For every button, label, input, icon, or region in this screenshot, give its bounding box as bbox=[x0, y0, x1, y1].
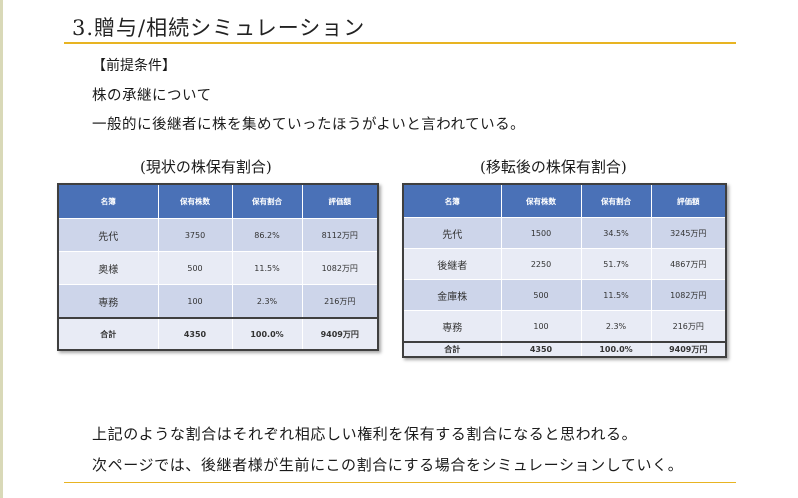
cell-shares: 500 bbox=[500, 279, 582, 311]
cell-ratio: 11.5% bbox=[231, 251, 303, 285]
after-table-caption: (移転後の株保有割合) bbox=[480, 158, 627, 176]
footer-rule bbox=[64, 482, 736, 483]
header-shares: 保有株数 bbox=[157, 183, 233, 219]
total-ratio: 100.0% bbox=[580, 341, 652, 358]
cell-valuation: 216万円 bbox=[650, 310, 727, 343]
cell-name: 先代 bbox=[57, 218, 159, 252]
cell-ratio: 34.5% bbox=[580, 217, 652, 249]
cell-ratio: 2.3% bbox=[580, 310, 652, 343]
cell-valuation: 1082万円 bbox=[650, 279, 727, 311]
cell-ratio: 51.7% bbox=[580, 248, 652, 280]
cell-valuation: 1082万円 bbox=[301, 251, 379, 285]
table-row: 先代 3750 86.2% 8112万円 bbox=[57, 218, 379, 252]
table-row: 先代 1500 34.5% 3245万円 bbox=[402, 217, 727, 249]
cell-ratio: 11.5% bbox=[580, 279, 652, 311]
intro-line-1: 株の承継について bbox=[92, 88, 212, 104]
summary-line-1: 上記のような割合はそれぞれ相応しい権利を保有する割合になると思われる。 bbox=[92, 425, 638, 443]
current-shareholding-table: 名簿 保有株数 保有割合 評価額 先代 3750 86.2% 8112万円 奥様… bbox=[57, 183, 379, 351]
cell-ratio: 86.2% bbox=[231, 218, 303, 252]
total-shares: 4350 bbox=[500, 341, 582, 358]
cell-shares: 3750 bbox=[157, 218, 233, 252]
after-transfer-shareholding-table: 名簿 保有株数 保有割合 評価額 先代 1500 34.5% 3245万円 後継… bbox=[402, 183, 727, 358]
cell-name: 専務 bbox=[57, 284, 159, 319]
header-valuation: 評価額 bbox=[301, 183, 379, 219]
cell-valuation: 3245万円 bbox=[650, 217, 727, 249]
cell-shares: 500 bbox=[157, 251, 233, 285]
summary-line-2: 次ページでは、後継者様が生前にこの割合にする場合をシミュレーションしていく。 bbox=[92, 456, 684, 474]
cell-shares: 2250 bbox=[500, 248, 582, 280]
cell-valuation: 216万円 bbox=[301, 284, 379, 319]
cell-name: 奥様 bbox=[57, 251, 159, 285]
cell-name: 金庫株 bbox=[402, 279, 502, 311]
cell-ratio: 2.3% bbox=[231, 284, 303, 319]
header-valuation: 評価額 bbox=[650, 183, 727, 218]
cell-valuation: 8112万円 bbox=[301, 218, 379, 252]
title-underline bbox=[64, 42, 736, 44]
total-valuation: 9409万円 bbox=[650, 341, 727, 358]
cell-name: 後継者 bbox=[402, 248, 502, 280]
header-name: 名簿 bbox=[402, 183, 502, 218]
cell-name: 専務 bbox=[402, 310, 502, 343]
slide-title: 3.贈与/相続シミュレーション bbox=[72, 16, 366, 40]
table-total-row: 合計 4350 100.0% 9409万円 bbox=[57, 317, 379, 351]
table-header-row: 名簿 保有株数 保有割合 評価額 bbox=[57, 183, 379, 219]
table-row: 奥様 500 11.5% 1082万円 bbox=[57, 251, 379, 285]
table-row: 専務 100 2.3% 216万円 bbox=[402, 310, 727, 343]
header-ratio: 保有割合 bbox=[580, 183, 652, 218]
cell-shares: 1500 bbox=[500, 217, 582, 249]
table-row: 金庫株 500 11.5% 1082万円 bbox=[402, 279, 727, 311]
intro-line-2: 一般的に後継者に株を集めていったほうがよいと言われている。 bbox=[92, 117, 526, 133]
total-shares: 4350 bbox=[157, 317, 233, 351]
table-row: 後継者 2250 51.7% 4867万円 bbox=[402, 248, 727, 280]
current-table-caption: (現状の株保有割合) bbox=[140, 158, 272, 176]
total-ratio: 100.0% bbox=[231, 317, 303, 351]
cell-valuation: 4867万円 bbox=[650, 248, 727, 280]
premise-label: 【前提条件】 bbox=[92, 58, 176, 74]
table-header-row: 名簿 保有株数 保有割合 評価額 bbox=[402, 183, 727, 218]
header-ratio: 保有割合 bbox=[231, 183, 303, 219]
total-valuation: 9409万円 bbox=[301, 317, 379, 351]
left-margin-rule bbox=[0, 0, 3, 498]
header-name: 名簿 bbox=[57, 183, 159, 219]
cell-shares: 100 bbox=[157, 284, 233, 319]
total-label: 合計 bbox=[402, 341, 502, 358]
cell-name: 先代 bbox=[402, 217, 502, 249]
table-row: 専務 100 2.3% 216万円 bbox=[57, 284, 379, 319]
total-label: 合計 bbox=[57, 317, 159, 351]
cell-shares: 100 bbox=[500, 310, 582, 343]
table-total-row: 合計 4350 100.0% 9409万円 bbox=[402, 341, 727, 358]
header-shares: 保有株数 bbox=[500, 183, 582, 218]
